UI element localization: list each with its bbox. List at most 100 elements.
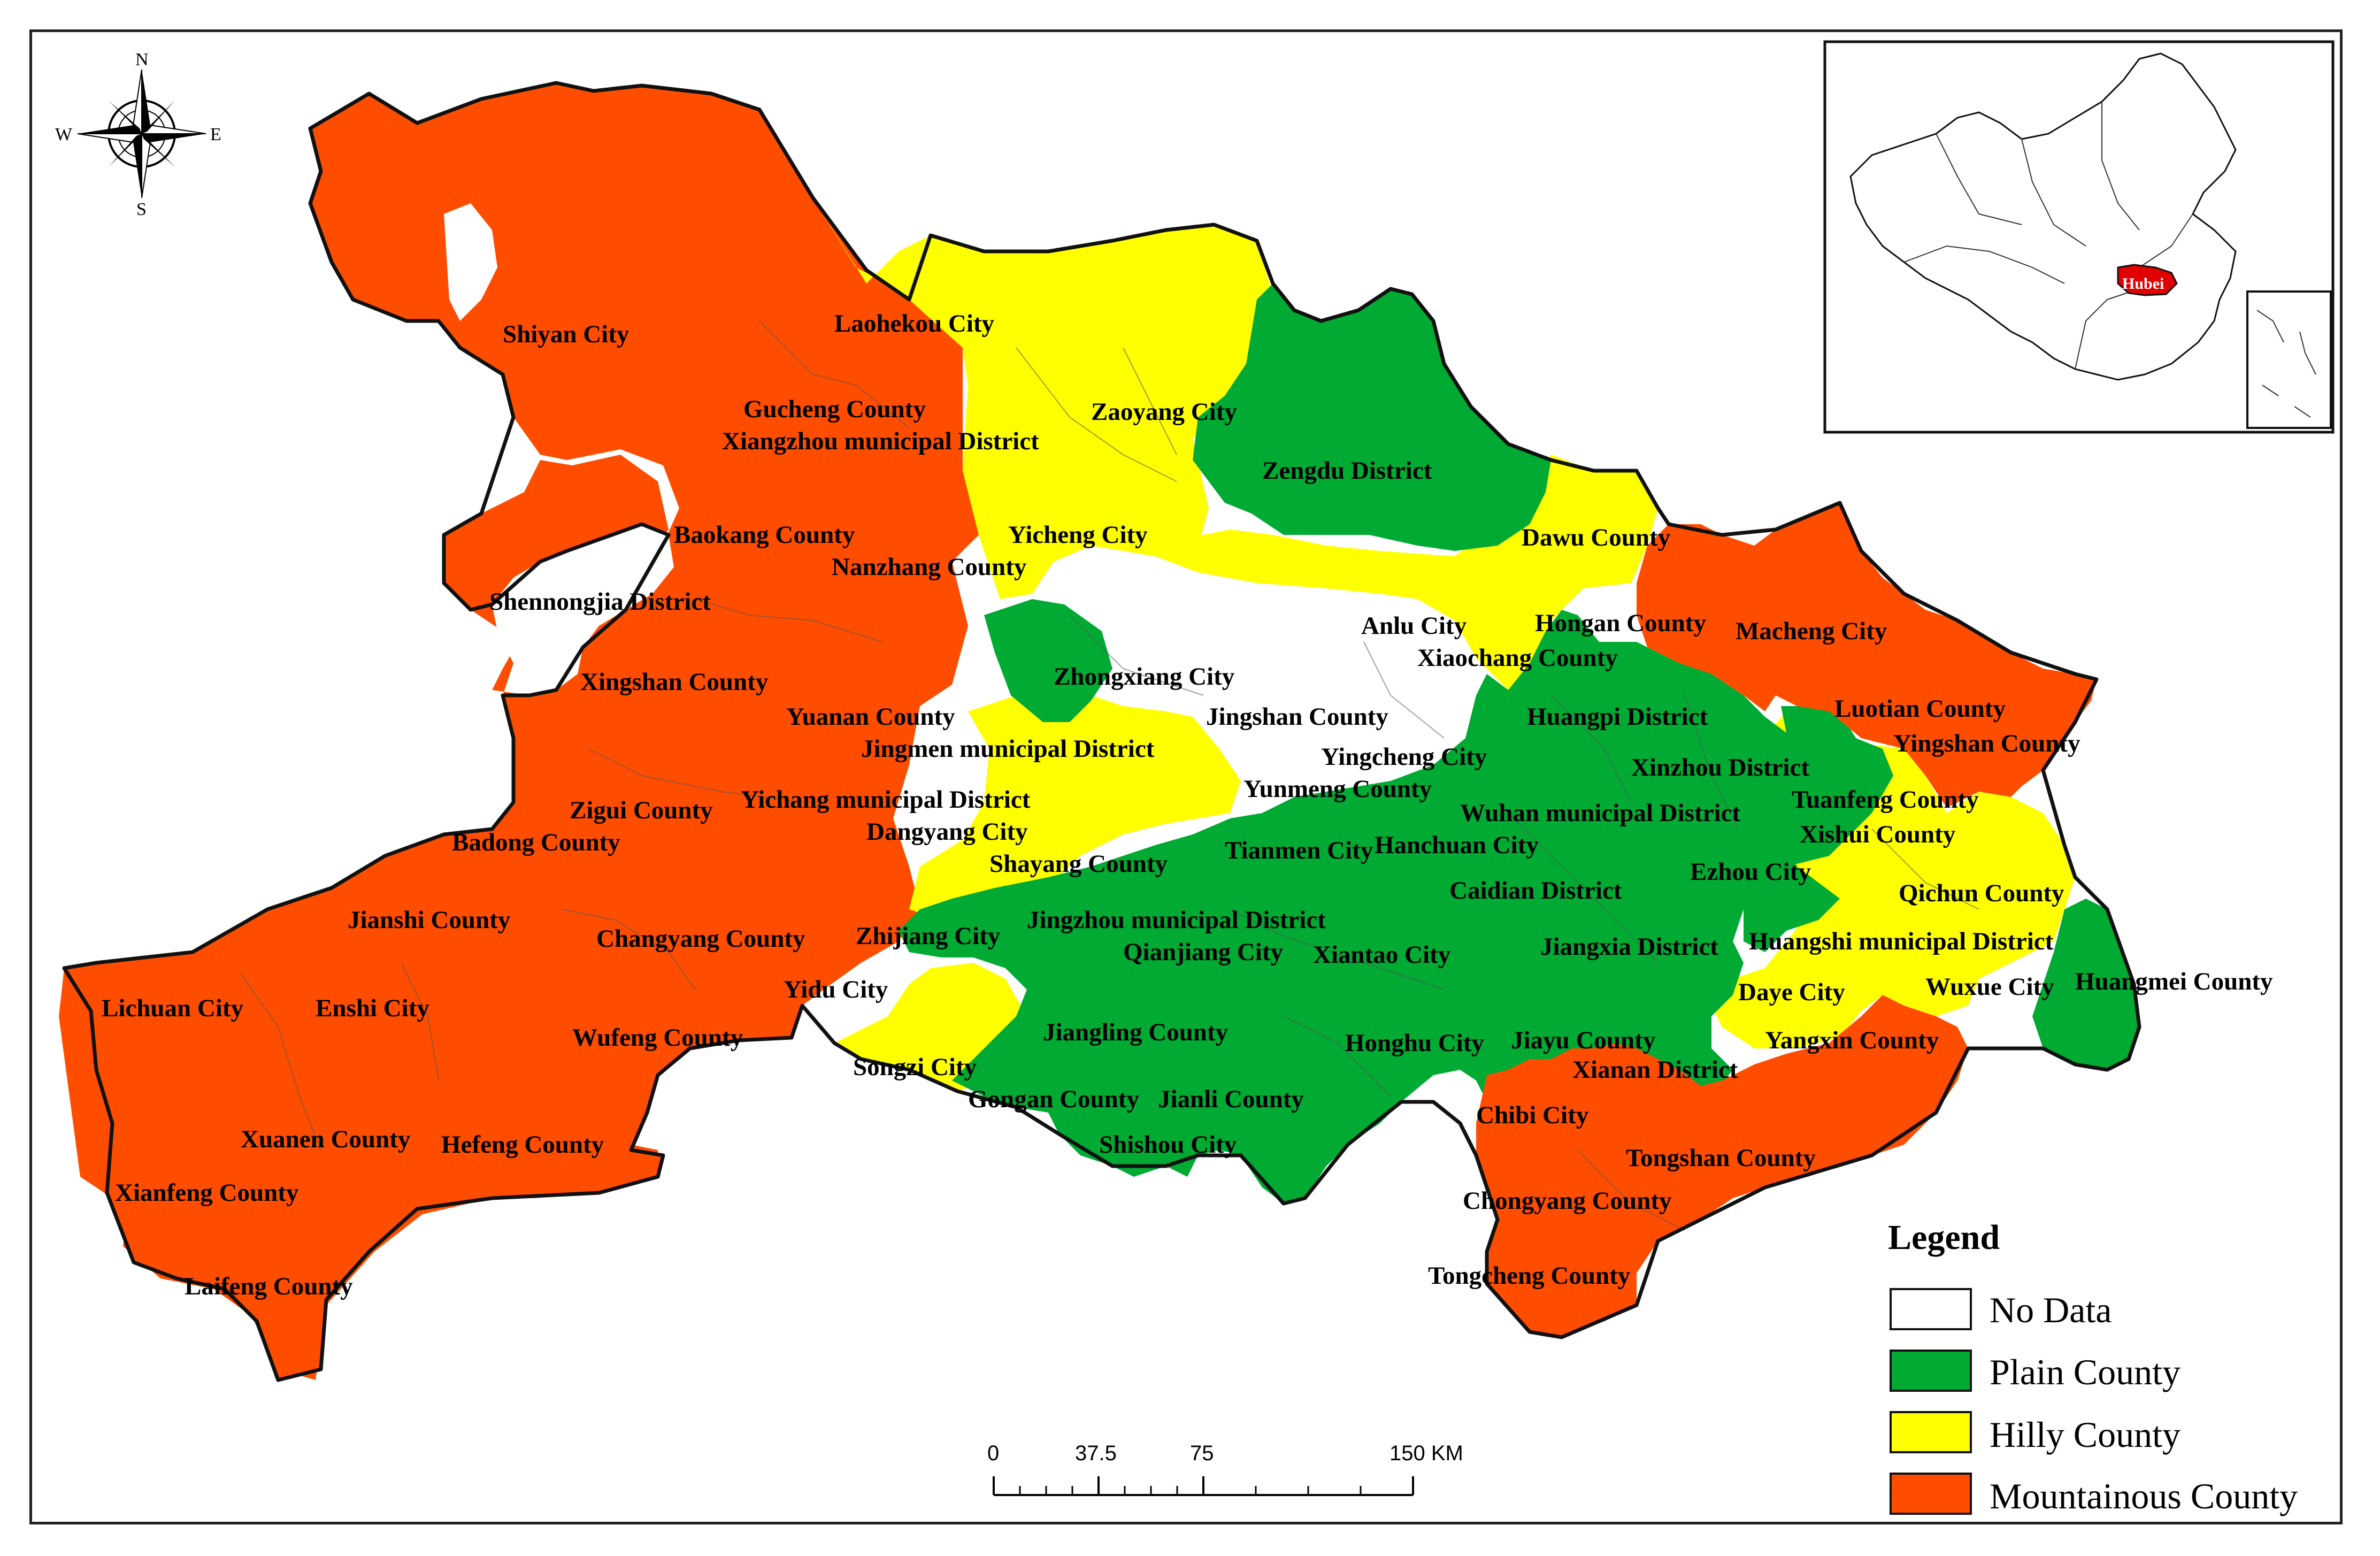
label-dangyang: Dangyang City bbox=[866, 818, 1028, 846]
label-jianshi: Jianshi County bbox=[348, 906, 511, 934]
label-zengdu: Zengdu District bbox=[1262, 457, 1432, 485]
label-xinzhou: Xinzhou District bbox=[1631, 754, 1809, 781]
label-caidian: Caidian District bbox=[1449, 877, 1622, 905]
label-anlu: Anlu City bbox=[1361, 612, 1467, 640]
plain-region-huangmei bbox=[2032, 899, 2139, 1070]
label-yunmeng: Yunmeng County bbox=[1243, 775, 1432, 803]
county-labels: Shiyan City Laohekou City Gucheng County… bbox=[102, 310, 2273, 1300]
label-jiangling: Jiangling County bbox=[1043, 1018, 1229, 1046]
label-yingshan: Yingshan County bbox=[1893, 730, 2080, 757]
label-xuanen: Xuanen County bbox=[241, 1125, 411, 1153]
region-mountainous-east bbox=[1476, 503, 2097, 1337]
northwest-notch bbox=[444, 203, 497, 321]
label-dawu: Dawu County bbox=[1522, 524, 1671, 551]
mountainous-region-southwest bbox=[59, 963, 658, 1380]
label-huangpi: Huangpi District bbox=[1527, 703, 1708, 731]
label-zigui: Zigui County bbox=[570, 796, 713, 824]
label-tianmen: Tianmen City bbox=[1225, 837, 1373, 864]
label-jingshan: Jingshan County bbox=[1206, 703, 1388, 731]
label-nanzhang: Nanzhang County bbox=[832, 553, 1027, 581]
label-jingmen: Jingmen municipal District bbox=[861, 735, 1155, 763]
label-hongan: Hongan County bbox=[1535, 609, 1706, 637]
legend-swatch-no-data bbox=[1890, 1288, 1972, 1330]
label-yuanan: Yuanan County bbox=[786, 703, 955, 731]
compass-rose: N S E W bbox=[55, 50, 221, 219]
label-tongshan: Tongshan County bbox=[1626, 1144, 1816, 1172]
label-baokang: Baokang County bbox=[674, 521, 855, 549]
legend-label-plain: Plain County bbox=[1990, 1352, 2181, 1392]
china-outline bbox=[1849, 52, 2237, 381]
mountainous-region-northeast bbox=[1637, 503, 2097, 808]
label-songzi: Songzi City bbox=[853, 1053, 977, 1081]
label-xishui: Xishui County bbox=[1800, 821, 1956, 848]
compass-e: E bbox=[210, 125, 221, 144]
compass-s: S bbox=[136, 200, 147, 219]
scale-bar: 0 37.5 75 150 KM bbox=[987, 1442, 1463, 1496]
legend-swatch-mountainous bbox=[1890, 1473, 1972, 1515]
label-daye: Daye City bbox=[1738, 978, 1845, 1006]
mountainous-region-southeast bbox=[1476, 995, 1968, 1337]
label-shishou: Shishou City bbox=[1099, 1131, 1237, 1159]
label-huangmei: Huangmei County bbox=[2075, 968, 2273, 995]
label-lichuan: Lichuan City bbox=[102, 994, 244, 1022]
label-zhijiang: Zhijiang City bbox=[856, 922, 1001, 950]
legend-swatch-plain bbox=[1890, 1350, 1972, 1392]
label-gongan: Gongan County bbox=[968, 1085, 1139, 1113]
legend-label-mountainous: Mountainous County bbox=[1990, 1476, 2298, 1516]
label-wufeng: Wufeng County bbox=[572, 1024, 743, 1052]
label-yangxin: Yangxin County bbox=[1765, 1026, 1939, 1054]
label-badong: Badong County bbox=[452, 829, 620, 856]
label-laifeng: Laifeng County bbox=[185, 1273, 353, 1300]
county-boundaries bbox=[240, 320, 1979, 1231]
province-outline bbox=[62, 81, 2141, 1382]
label-yidu: Yidu City bbox=[784, 976, 888, 1003]
label-wuhan: Wuhan municipal District bbox=[1460, 799, 1740, 827]
label-enshi: Enshi City bbox=[316, 994, 429, 1022]
label-chongyang: Chongyang County bbox=[1463, 1187, 1672, 1215]
china-inset-map: Hubei bbox=[1823, 40, 2335, 434]
region-mountainous-west bbox=[59, 83, 979, 1380]
label-xiaochang: Xiaochang County bbox=[1417, 644, 1618, 672]
hilly-region-north bbox=[813, 198, 1273, 599]
legend-swatch-hilly bbox=[1890, 1411, 1972, 1453]
plain-region-ezhou bbox=[1733, 802, 1840, 952]
label-jiangxia: Jiangxia District bbox=[1540, 933, 1718, 961]
label-jianli: Jianli County bbox=[1158, 1085, 1304, 1113]
label-shennongjia: Shennongjia District bbox=[489, 588, 711, 616]
label-xianan: Xianan District bbox=[1572, 1056, 1738, 1084]
label-yicheng: Yicheng City bbox=[1008, 521, 1148, 549]
legend-title: Legend bbox=[1888, 1218, 2000, 1257]
legend-label-no-data: No Data bbox=[1990, 1290, 2112, 1330]
label-ezhou: Ezhou City bbox=[1690, 858, 1811, 886]
shennongjia-no-data bbox=[492, 524, 674, 695]
plain-region-central bbox=[984, 599, 1112, 722]
plain-region-zengdu bbox=[1193, 283, 1551, 551]
label-shiyan: Shiyan City bbox=[503, 320, 629, 348]
label-macheng: Macheng City bbox=[1736, 617, 1887, 645]
scale-tick-0: 0 bbox=[987, 1442, 999, 1465]
label-qichun: Qichun County bbox=[1899, 879, 2064, 907]
label-yingcheng: Yingcheng City bbox=[1321, 743, 1487, 771]
label-gucheng: Gucheng County bbox=[743, 395, 926, 423]
label-luotian: Luotian County bbox=[1834, 695, 2006, 723]
region-no-data bbox=[444, 203, 674, 695]
label-wuxue: Wuxue City bbox=[1925, 973, 2054, 1001]
label-huangshi: Huangshi municipal District bbox=[1749, 928, 2054, 955]
label-jiayu: Jiayu County bbox=[1511, 1026, 1656, 1054]
hilly-region-jingmen bbox=[909, 695, 1241, 920]
label-honghu: Honghu City bbox=[1345, 1029, 1484, 1057]
scale-tick-150: 150 KM bbox=[1389, 1442, 1463, 1465]
label-yichang: Yichang municipal District bbox=[741, 786, 1031, 814]
scale-tick-37-5: 37.5 bbox=[1075, 1442, 1117, 1465]
label-hefeng: Hefeng County bbox=[441, 1131, 604, 1159]
label-xingshan: Xingshan County bbox=[580, 668, 769, 696]
map-frame bbox=[29, 29, 2343, 1524]
compass-n: N bbox=[135, 50, 149, 70]
label-tongcheng: Tongcheng County bbox=[1428, 1262, 1631, 1290]
label-xiantao: Xiantao City bbox=[1313, 941, 1451, 969]
compass-w: W bbox=[55, 125, 73, 144]
legend-label-hilly: Hilly County bbox=[1990, 1414, 2181, 1455]
label-xiangzhou: Xiangzhou municipal District bbox=[722, 427, 1039, 455]
hilly-region-central bbox=[979, 455, 1658, 690]
